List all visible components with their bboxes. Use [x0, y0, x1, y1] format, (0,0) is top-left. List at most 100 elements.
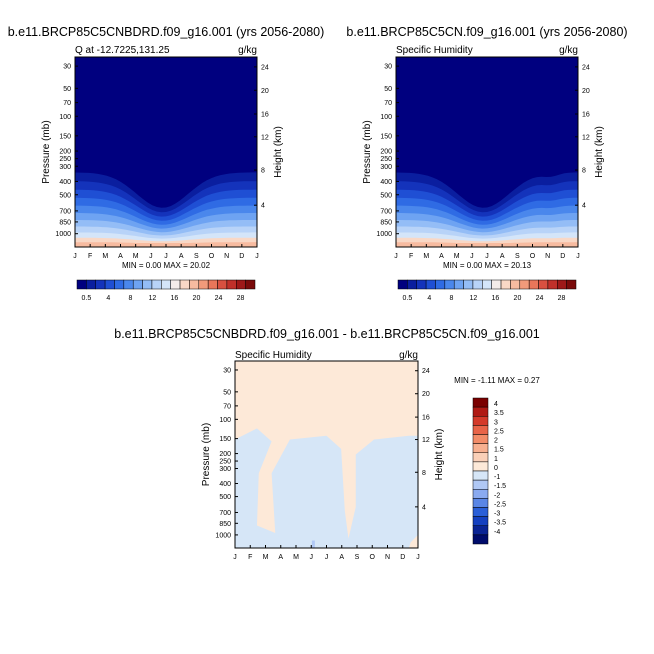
colorbar-label: 24 [215, 295, 223, 302]
x-tick-label: O [530, 253, 536, 260]
x-tick-label: J [164, 253, 168, 260]
colorbar-box [472, 443, 489, 453]
y-axis-label: Pressure (mb) [362, 120, 373, 183]
panel-3-title: b.e11.BRCP85C5CNBDRD.f09_g16.001 - b.e11… [114, 327, 540, 341]
panel-1: b.e11.BRCP85C5CNBDRD.f09_g16.001 (yrs 20… [8, 25, 325, 302]
colorbar-box [226, 279, 237, 290]
colorbar-box [95, 279, 106, 290]
y-tick-label: 200 [380, 149, 392, 156]
y-right-tick-label: 16 [582, 112, 590, 119]
colorbar-box [397, 279, 408, 290]
x-tick-label: J [325, 554, 329, 561]
y-tick-label: 200 [59, 149, 71, 156]
y-tick-label: 250 [380, 156, 392, 163]
colorbar-label: 28 [237, 295, 245, 302]
panel-2-stats: MIN = 0.00 MAX = 20.13 [443, 261, 532, 270]
x-tick-label: A [339, 554, 344, 561]
colorbar-label: -1 [494, 474, 500, 481]
y-axis-label: Pressure (mb) [201, 423, 212, 486]
colorbar-label: 4 [106, 295, 110, 302]
colorbar-box [472, 416, 489, 426]
colorbar-box [444, 279, 455, 290]
x-tick-label: M [423, 253, 429, 260]
colorbar-box [472, 489, 489, 499]
y-tick-label: 30 [384, 64, 392, 71]
colorbar-label: -4 [494, 529, 500, 536]
y-right-tick-label: 8 [261, 168, 265, 175]
x-tick-label: D [560, 253, 565, 260]
colorbar-label: 28 [558, 295, 566, 302]
colorbar-box [566, 279, 577, 290]
colorbar-box [472, 479, 489, 490]
colorbar-label: 1 [494, 456, 498, 463]
y-tick-label: 500 [59, 192, 71, 199]
colorbar-label: 12 [470, 295, 478, 302]
x-tick-label: N [224, 253, 229, 260]
colorbar-box [472, 470, 489, 481]
x-tick-label: F [88, 253, 92, 260]
colorbar-box [519, 279, 530, 290]
colorbar-box [142, 279, 153, 290]
colorbar-box [557, 279, 567, 290]
panel-2-title: b.e11.BRCP85C5CN.f09_g16.001 (yrs 2056-2… [346, 25, 627, 39]
colorbar-box [547, 279, 558, 290]
colorbar-label: 24 [536, 295, 544, 302]
x-tick-label: M [454, 253, 460, 260]
colorbar-label: 12 [149, 295, 157, 302]
y-tick-label: 700 [380, 208, 392, 215]
x-tick-label: A [278, 554, 283, 561]
colorbar-label: 3 [494, 419, 498, 426]
colorbar-box [236, 279, 246, 290]
y-right-tick-label: 8 [582, 168, 586, 175]
x-tick-label: A [179, 253, 184, 260]
colorbar-box [76, 279, 87, 290]
y-right-tick-label: 12 [261, 134, 269, 141]
panel-3-subtitle-left: Specific Humidity [235, 350, 312, 361]
panel-2: b.e11.BRCP85C5CN.f09_g16.001 (yrs 2056-2… [346, 25, 627, 302]
colorbar-box [472, 516, 489, 526]
colorbar-label: 4 [494, 401, 498, 408]
colorbar-label: -2.5 [494, 501, 506, 508]
colorbar-box [104, 279, 115, 290]
x-tick-label: J [233, 554, 237, 561]
colorbar-box [132, 279, 143, 290]
y-tick-label: 100 [219, 417, 231, 424]
panel-3: b.e11.BRCP85C5CNBDRD.f09_g16.001 - b.e11… [114, 327, 540, 561]
y-tick-label: 700 [219, 510, 231, 517]
colorbar-box [491, 279, 502, 290]
y-tick-label: 1000 [376, 231, 392, 238]
y-right-tick-label: 8 [422, 470, 426, 477]
colorbar-box [510, 279, 521, 290]
x-tick-label: N [385, 554, 390, 561]
y-tick-label: 150 [380, 133, 392, 140]
y-right-tick-label: 20 [582, 88, 590, 95]
colorbar-box [538, 279, 549, 290]
colorbar-label: 2 [494, 438, 498, 445]
x-tick-label: J [470, 253, 474, 260]
panel-2-subtitle-right: g/kg [559, 45, 578, 56]
colorbar-label: 0.5 [82, 295, 92, 302]
y-right-tick-label: 12 [582, 134, 590, 141]
x-tick-label: J [394, 253, 398, 260]
y-axis-label: Pressure (mb) [41, 120, 52, 183]
y-right-tick-label: 24 [422, 368, 430, 375]
y-tick-label: 50 [384, 86, 392, 93]
x-tick-label: J [416, 554, 420, 561]
x-tick-label: M [133, 253, 139, 260]
x-tick-label: O [370, 554, 376, 561]
y-tick-label: 1000 [55, 231, 71, 238]
y-tick-label: 300 [219, 466, 231, 473]
y-tick-label: 100 [59, 114, 71, 121]
x-tick-label: J [73, 253, 77, 260]
colorbar-label: 3.5 [494, 410, 504, 417]
colorbar-label: 0.5 [403, 295, 413, 302]
colorbar-box [482, 279, 492, 290]
y-tick-label: 500 [219, 494, 231, 501]
colorbar-label: 1.5 [494, 447, 504, 454]
colorbar-label: 0 [494, 465, 498, 472]
x-tick-label: N [545, 253, 550, 260]
x-tick-label: J [310, 554, 314, 561]
